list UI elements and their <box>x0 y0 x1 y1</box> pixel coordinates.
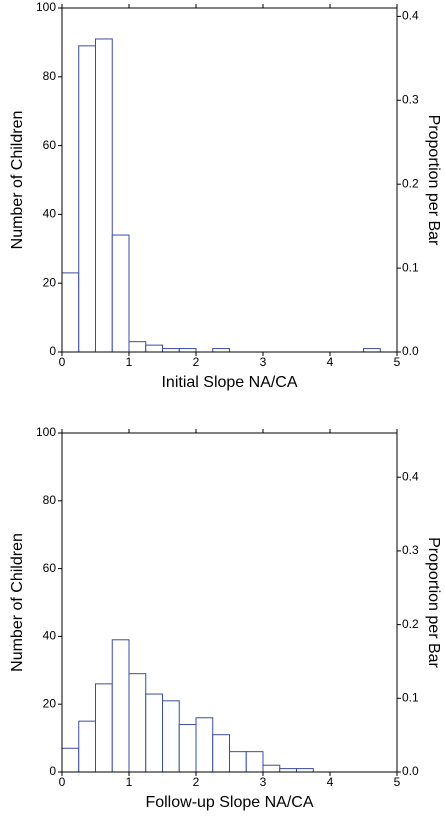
y-tick-label: 20 <box>43 275 57 289</box>
y-tick-label: 80 <box>43 69 57 83</box>
x-tick-label: 3 <box>260 355 267 369</box>
histogram-bar <box>95 38 113 353</box>
histogram-bar <box>78 45 96 353</box>
histogram-bar <box>245 751 264 773</box>
y-tick-label: 40 <box>43 207 57 221</box>
y-tick-label: 40 <box>43 629 57 643</box>
x-tick-label: 0 <box>59 775 66 789</box>
histogram-bar <box>262 764 281 773</box>
histogram-bar <box>279 768 297 773</box>
y2-tick-label: 0.1 <box>402 260 419 274</box>
histogram-bar <box>78 720 96 773</box>
histogram-bar <box>128 341 147 353</box>
histogram-bar <box>212 348 230 353</box>
x-tick-label: 3 <box>260 775 267 789</box>
y2-tick-label: 0.2 <box>402 176 419 190</box>
histogram-bar <box>178 348 197 353</box>
plot-frame <box>61 432 398 773</box>
y-axis-title: Number of Children <box>9 111 26 250</box>
y2-tick-label: 0.0 <box>402 344 419 358</box>
x-tick-label: 0 <box>59 355 66 369</box>
y-tick-label: 0 <box>49 344 56 358</box>
histogram-bar <box>229 751 247 773</box>
histogram-bar <box>61 272 80 353</box>
y-tick-label: 0 <box>49 764 56 778</box>
y2-tick-label: 0.3 <box>402 543 419 557</box>
histogram-bar <box>212 734 230 773</box>
y-tick-label: 100 <box>36 0 56 14</box>
x-tick-label: 5 <box>394 355 401 369</box>
histogram-bar <box>128 673 147 773</box>
x-axis-title: Initial Slope NA/CA <box>161 374 297 391</box>
plot-frame <box>61 7 398 353</box>
histogram-bar <box>195 717 214 773</box>
y2-tick-label: 0.0 <box>402 764 419 778</box>
histogram-bar <box>363 348 381 353</box>
histogram-bar <box>111 234 130 353</box>
y2-tick-label: 0.2 <box>402 617 419 631</box>
y-tick-label: 60 <box>43 561 57 575</box>
x-tick-label: 5 <box>394 775 401 789</box>
histogram-bar <box>296 768 314 773</box>
histogram-bar <box>145 693 163 773</box>
histogram-bar <box>111 639 130 773</box>
histogram-bar <box>162 700 180 773</box>
y2-tick-label: 0.4 <box>402 9 419 23</box>
histogram-bar <box>162 348 180 353</box>
y-tick-label: 100 <box>36 425 56 439</box>
x-tick-label: 1 <box>126 775 133 789</box>
y2-axis-title: Proportion per Bar <box>425 115 442 246</box>
histogram-bar <box>145 344 163 353</box>
x-tick-label: 4 <box>327 775 334 789</box>
y-axis-title: Number of Children <box>9 533 26 672</box>
x-tick-label: 4 <box>327 355 334 369</box>
x-tick-label: 2 <box>193 355 200 369</box>
histogram-bar <box>61 747 80 773</box>
y-tick-label: 60 <box>43 138 57 152</box>
y2-tick-label: 0.3 <box>402 92 419 106</box>
x-axis-title: Follow-up Slope NA/CA <box>145 794 313 811</box>
y-tick-label: 80 <box>43 493 57 507</box>
y2-tick-label: 0.4 <box>402 469 419 483</box>
y2-tick-label: 0.1 <box>402 690 419 704</box>
histogram-bar <box>178 724 197 773</box>
x-tick-label: 1 <box>126 355 133 369</box>
y-tick-label: 20 <box>43 696 57 710</box>
x-tick-label: 2 <box>193 775 200 789</box>
y2-axis-title: Proportion per Bar <box>425 537 442 668</box>
histogram-bar <box>95 683 113 773</box>
